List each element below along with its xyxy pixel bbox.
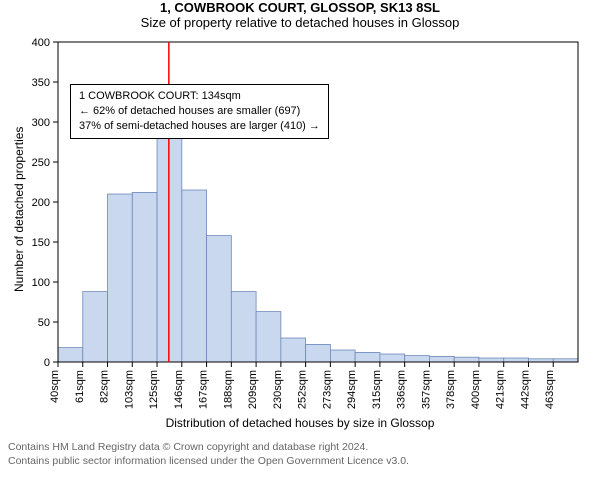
x-tick-label: 357sqm <box>420 370 432 409</box>
x-tick-label: 294sqm <box>346 370 358 409</box>
annotation-line1: 1 COWBROOK COURT: 134sqm <box>79 89 320 104</box>
x-tick-label: 188sqm <box>222 370 234 409</box>
histogram-bar <box>207 236 232 362</box>
x-tick-label: 103sqm <box>123 370 135 409</box>
histogram-bar <box>108 194 133 362</box>
x-axis-label: Distribution of detached houses by size … <box>0 416 600 430</box>
histogram-bar <box>429 356 454 362</box>
x-tick-label: 421sqm <box>495 370 507 409</box>
annotation-line3: 37% of semi-detached houses are larger (… <box>79 119 320 134</box>
y-tick-label: 150 <box>32 237 50 249</box>
x-tick-label: 209sqm <box>247 370 259 409</box>
histogram-bar <box>306 344 331 362</box>
y-tick-label: 100 <box>32 277 50 289</box>
histogram-bar <box>405 356 430 362</box>
histogram-bar <box>132 192 157 362</box>
x-tick-label: 315sqm <box>371 370 383 409</box>
histogram-bar <box>182 190 207 362</box>
x-tick-label: 146sqm <box>173 370 185 409</box>
page-title: 1, COWBROOK COURT, GLOSSOP, SK13 8SL <box>0 0 600 15</box>
x-tick-label: 463sqm <box>544 370 556 409</box>
y-tick-label: 400 <box>32 37 50 49</box>
page-subtitle: Size of property relative to detached ho… <box>0 15 600 30</box>
histogram-bar <box>355 352 380 362</box>
footnote: Contains HM Land Registry data © Crown c… <box>8 440 592 468</box>
histogram-bar <box>256 312 281 362</box>
x-tick-label: 125sqm <box>148 370 160 409</box>
x-tick-label: 252sqm <box>297 370 309 409</box>
x-tick-label: 61sqm <box>74 370 86 403</box>
x-tick-label: 273sqm <box>321 370 333 409</box>
x-tick-label: 336sqm <box>396 370 408 409</box>
histogram-bar <box>330 350 355 362</box>
x-tick-label: 167sqm <box>198 370 210 409</box>
histogram-bar <box>281 338 306 362</box>
histogram-bar <box>504 358 529 362</box>
y-tick-label: 300 <box>32 117 50 129</box>
x-tick-label: 82sqm <box>99 370 111 403</box>
annotation-box: 1 COWBROOK COURT: 134sqm ← 62% of detach… <box>70 84 329 139</box>
footnote-line1: Contains HM Land Registry data © Crown c… <box>8 440 592 454</box>
histogram-bar <box>479 358 504 362</box>
annotation-line2: ← 62% of detached houses are smaller (69… <box>79 104 320 119</box>
footnote-line2: Contains public sector information licen… <box>8 454 592 468</box>
y-tick-label: 0 <box>44 357 50 369</box>
histogram-bar <box>231 292 256 362</box>
x-tick-label: 40sqm <box>49 370 61 403</box>
y-axis-label: Number of detached properties <box>12 127 26 292</box>
histogram-bar <box>380 354 405 362</box>
x-tick-label: 378sqm <box>445 370 457 409</box>
y-tick-label: 50 <box>38 317 50 329</box>
x-tick-label: 442sqm <box>519 370 531 409</box>
x-tick-label: 400sqm <box>470 370 482 409</box>
histogram-bar <box>83 292 108 362</box>
histogram-bar <box>454 357 479 362</box>
histogram-bar <box>58 348 83 362</box>
x-tick-label: 230sqm <box>272 370 284 409</box>
chart-container: Number of detached properties 0 50 100 150 2… <box>0 34 600 414</box>
y-tick-label: 250 <box>32 157 50 169</box>
y-tick-label: 350 <box>32 77 50 89</box>
y-tick-label: 200 <box>32 197 50 209</box>
